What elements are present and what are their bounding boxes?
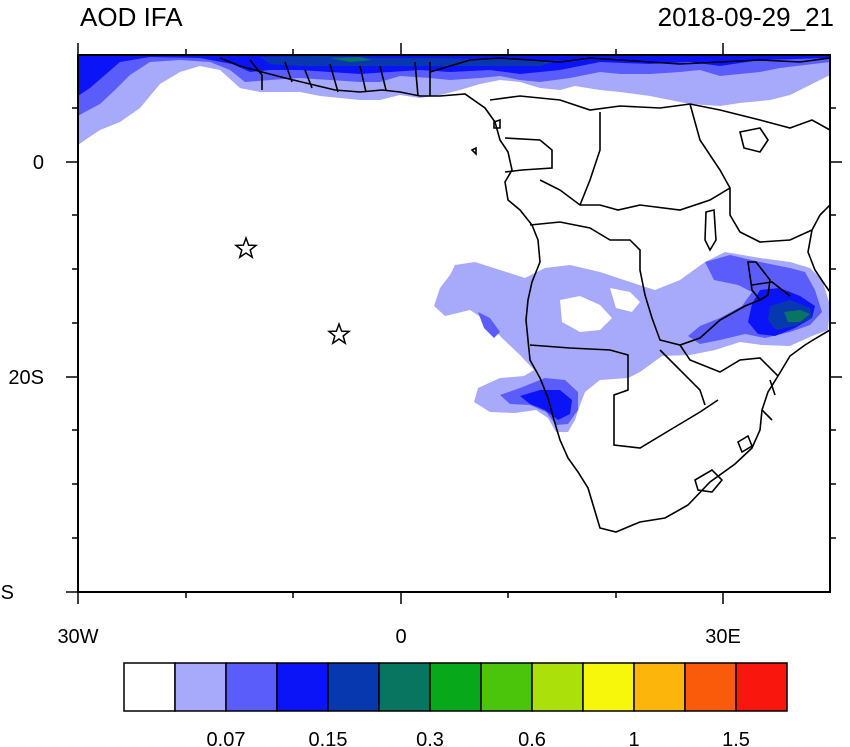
colorbar-swatch-3	[276, 662, 329, 712]
colorbar-swatch-12	[735, 662, 788, 712]
colorbar-label-4: 1	[628, 729, 639, 747]
colorbar-swatch-10	[633, 662, 686, 712]
y-tick-label-20s: 20S	[8, 367, 44, 389]
colorbar-swatch-2	[225, 662, 278, 712]
colorbar-swatch-6	[429, 662, 482, 712]
colorbar-swatch-4	[327, 662, 380, 712]
aod-band-north-green	[330, 57, 372, 62]
x-tick-label-30w: 30W	[57, 626, 98, 648]
colorbar-label-0: 0.07	[207, 729, 246, 747]
star-markers	[233, 235, 352, 345]
map-timestamp: 2018-09-29_21	[657, 2, 834, 32]
colorbar-label-5: 1.5	[722, 729, 750, 747]
colorbar-label-2: 0.3	[416, 729, 444, 747]
colorbar-label-1: 0.15	[309, 729, 348, 747]
aod-plume-east-green	[784, 310, 810, 322]
y-tick-label-0: 0	[33, 152, 44, 174]
colorbar-label-3: 0.6	[518, 729, 546, 747]
aod-plume-coast-dark	[520, 390, 572, 420]
x-tick-label-0: 0	[395, 626, 406, 648]
colorbar-swatch-8	[531, 662, 584, 712]
colorbar-swatch-5	[378, 662, 431, 712]
axis-ticks	[66, 43, 842, 604]
colorbar-swatch-11	[684, 662, 737, 712]
aod-band-north-dark	[78, 55, 830, 96]
aod-field	[78, 55, 830, 432]
africa-coastline	[219, 57, 830, 533]
colorbar-swatch-9	[582, 662, 635, 712]
map-title: AOD IFA	[80, 2, 183, 32]
coastlines-and-borders	[219, 57, 830, 533]
colorbar-swatch-1	[174, 662, 227, 712]
colorbar-swatch-7	[480, 662, 533, 712]
star-marker-2	[326, 321, 352, 345]
colorbar-swatch-0	[123, 662, 176, 712]
x-tick-label-30e: 30E	[705, 626, 741, 648]
aod-plume-sea-medium	[478, 312, 500, 338]
star-marker-1	[233, 235, 259, 259]
colorbar: 0.07 0.15 0.3 0.6 1 1.5	[123, 662, 788, 747]
y-tick-label-40s: 40S	[0, 582, 14, 604]
